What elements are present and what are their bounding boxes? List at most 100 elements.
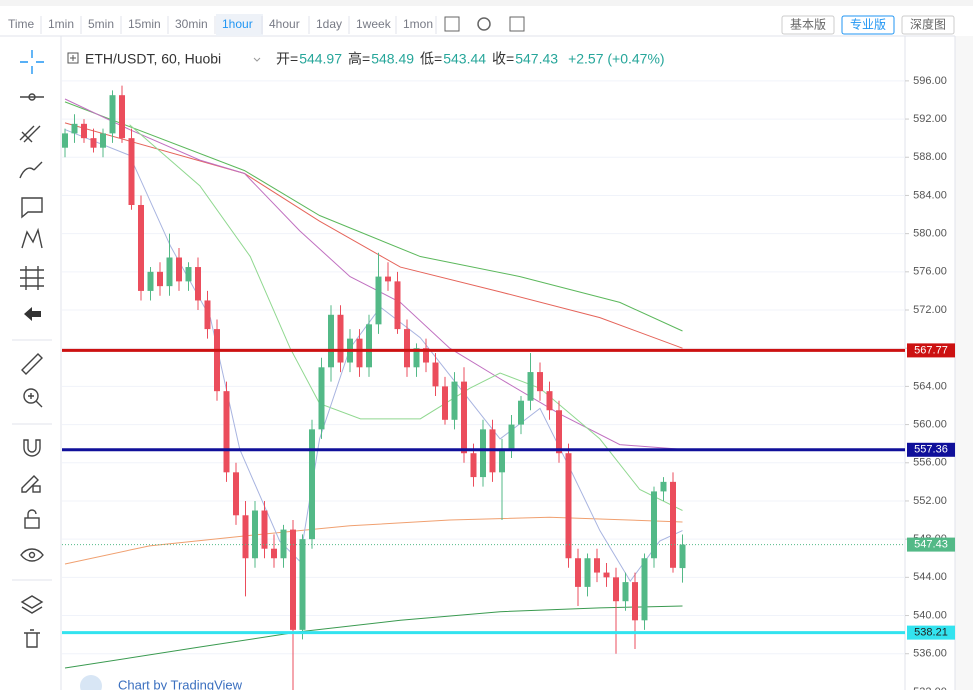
text-tool[interactable] <box>21 197 43 219</box>
lock-tool[interactable] <box>24 509 40 529</box>
price-level-label: 557.36 <box>914 444 948 456</box>
version-button[interactable]: 专业版 <box>850 17 886 32</box>
candle-body <box>641 558 648 621</box>
version-button-box[interactable] <box>901 15 955 35</box>
interval-button[interactable]: 30min <box>175 17 208 31</box>
candle-body <box>584 558 591 587</box>
candle-body <box>442 386 448 420</box>
candle-body <box>461 381 467 454</box>
trend-tool[interactable] <box>19 125 41 143</box>
version-button[interactable]: 基本版 <box>790 18 826 32</box>
line-tool[interactable] <box>20 93 44 101</box>
legend-label: 高= <box>348 51 370 67</box>
interval-button[interactable]: 15min <box>128 17 161 31</box>
candle-body <box>480 429 486 478</box>
brush-tool[interactable] <box>19 161 43 179</box>
candle-body <box>556 410 562 454</box>
candle-body <box>233 472 239 516</box>
interval-button[interactable]: Time <box>8 17 35 31</box>
candle-body <box>252 510 258 559</box>
y-tick-label: 596.00 <box>913 75 947 87</box>
interval-button[interactable]: 1min <box>48 17 74 31</box>
candle-body <box>366 324 372 368</box>
moving-average-line <box>129 124 683 511</box>
interval-button[interactable]: 4hour <box>269 17 300 31</box>
legend-symbol: ETH/USDT, 60, Huobi <box>85 51 221 67</box>
candle-body <box>242 515 249 559</box>
interval-toolbar: Time 1min 5min 15min 30min 1hour 4hour 1day 1wee… <box>8 14 955 36</box>
candle-body <box>71 123 78 134</box>
watermark[interactable]: Chart by TradingView <box>118 677 243 690</box>
ruler-tool[interactable] <box>21 353 43 375</box>
lock-draw-tool[interactable] <box>21 475 41 493</box>
legend-value: 544.97 <box>299 51 342 67</box>
candle-body <box>138 204 144 291</box>
y-tick-label: 560.00 <box>913 418 947 430</box>
version-button-box[interactable] <box>841 15 895 35</box>
candle-body <box>214 329 220 392</box>
y-tick-label: 564.00 <box>913 380 947 392</box>
candle-body <box>594 558 600 573</box>
candle-body <box>470 453 477 478</box>
interval-button[interactable]: 1day <box>316 17 342 31</box>
version-button-box[interactable] <box>781 15 835 35</box>
candle-body <box>90 138 97 148</box>
interval-button[interactable]: 1mon <box>403 17 433 31</box>
price-level-tag <box>907 442 955 457</box>
interval-button[interactable]: 1week <box>356 17 392 31</box>
zoom-tool[interactable] <box>23 388 43 408</box>
candle-body <box>280 529 287 559</box>
candle-body <box>176 257 182 282</box>
y-tick-label: 540.00 <box>913 609 947 621</box>
measure-tool[interactable] <box>20 266 44 290</box>
candle-body <box>432 362 439 387</box>
delete-tool[interactable] <box>24 629 40 648</box>
candle-body <box>622 582 629 602</box>
legend-dropdown[interactable] <box>253 57 261 62</box>
candle-body <box>62 133 68 148</box>
legend-value: 543.44 <box>443 51 486 67</box>
candle-body <box>603 572 610 578</box>
candle-body <box>109 95 116 134</box>
plot-area <box>62 80 905 690</box>
legend-toggle[interactable] <box>67 52 79 64</box>
candle-body <box>375 276 382 325</box>
crosshair-tool[interactable] <box>20 50 44 74</box>
candle-body <box>575 558 581 587</box>
y-tick-label: 572.00 <box>913 304 947 316</box>
y-tick-label: 576.00 <box>913 266 947 278</box>
legend: ETH/USDT, 60, Huobi <box>67 51 261 67</box>
y-tick-label: 588.00 <box>913 151 947 163</box>
candle-body <box>299 539 306 630</box>
version-button[interactable]: 深度图 <box>910 17 946 32</box>
interval-button[interactable]: 1hour <box>222 17 253 31</box>
candle-body <box>356 338 363 368</box>
candle-body <box>537 372 543 392</box>
legend-label: 低= <box>420 51 442 67</box>
indicator-button[interactable] <box>444 16 460 32</box>
candle-body <box>385 276 391 282</box>
candle-body <box>318 367 325 430</box>
moving-average-line <box>64 98 683 450</box>
layers-tool[interactable] <box>20 595 44 614</box>
back-tool[interactable] <box>24 307 41 321</box>
magnet-tool[interactable] <box>23 439 41 457</box>
legend-items: 开= 544.97 高= 548.49 低= 543.44 收= 547.43 +2.57 (+… <box>276 51 665 67</box>
interval-button[interactable]: 5min <box>88 17 114 31</box>
candle-body <box>271 548 277 559</box>
candle-body <box>147 271 154 291</box>
pattern-tool[interactable] <box>21 227 43 249</box>
settings-button[interactable] <box>477 17 491 31</box>
candle-body <box>670 481 676 568</box>
visibility-tool[interactable] <box>20 548 44 562</box>
candle-body <box>413 348 420 368</box>
candle-body <box>404 329 410 368</box>
price-level-tag <box>907 625 955 640</box>
y-tick-label: 552.00 <box>913 495 947 507</box>
legend-change: +2.57 (+0.47%) <box>568 51 665 67</box>
y-tick-label: 556.00 <box>913 457 947 469</box>
candle-body <box>423 348 429 363</box>
legend-label: 收= <box>492 51 514 67</box>
screenshot-button[interactable] <box>509 16 525 32</box>
candle-body <box>81 123 87 139</box>
